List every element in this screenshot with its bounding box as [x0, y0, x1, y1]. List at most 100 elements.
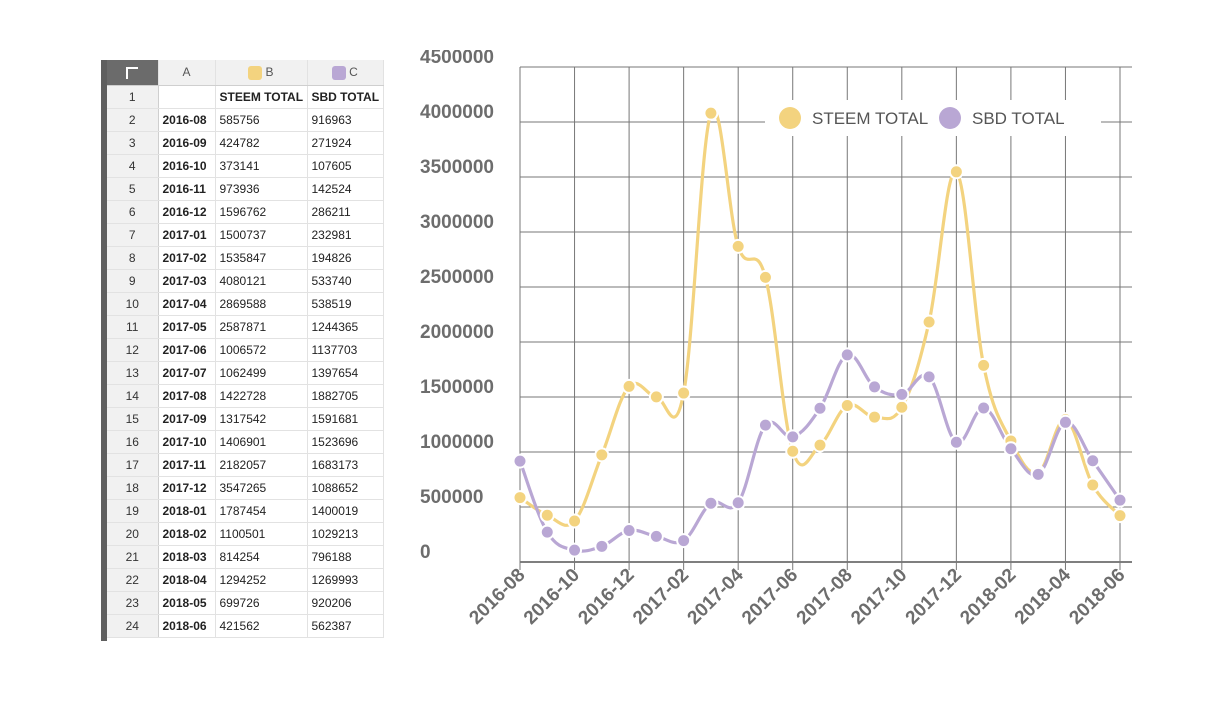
table-cell[interactable]: 2587871	[215, 315, 308, 339]
header-cell[interactable]	[158, 85, 216, 109]
table-cell[interactable]: 1006572	[215, 338, 308, 362]
table-cell[interactable]: 1029213	[307, 522, 384, 546]
table-cell[interactable]: 1137703	[307, 338, 384, 362]
row-header[interactable]: 20	[107, 522, 159, 546]
row-header[interactable]: 10	[107, 292, 159, 316]
table-cell[interactable]: 562387	[307, 614, 384, 638]
table-cell[interactable]: 142524	[307, 177, 384, 201]
table-cell[interactable]: 373141	[215, 154, 308, 178]
table-cell[interactable]: 533740	[307, 269, 384, 293]
row-header[interactable]: 2	[107, 108, 159, 132]
row-header[interactable]: 4	[107, 154, 159, 178]
row-header[interactable]: 23	[107, 591, 159, 615]
table-cell[interactable]: 2017-09	[158, 407, 216, 431]
row-header[interactable]: 6	[107, 200, 159, 224]
row-header[interactable]: 7	[107, 223, 159, 247]
table-cell[interactable]: 2016-09	[158, 131, 216, 155]
row-header[interactable]: 17	[107, 453, 159, 477]
table-cell[interactable]: 1422728	[215, 384, 308, 408]
row-header[interactable]: 15	[107, 407, 159, 431]
row-header[interactable]: 14	[107, 384, 159, 408]
table-cell[interactable]: 814254	[215, 545, 308, 569]
table-cell[interactable]: 916963	[307, 108, 384, 132]
table-cell[interactable]: 2016-08	[158, 108, 216, 132]
table-cell[interactable]: 107605	[307, 154, 384, 178]
row-header[interactable]: 9	[107, 269, 159, 293]
table-cell[interactable]: 1062499	[215, 361, 308, 385]
row-header[interactable]: 8	[107, 246, 159, 270]
table-cell[interactable]: 1294252	[215, 568, 308, 592]
table-cell[interactable]: 2017-06	[158, 338, 216, 362]
select-all-corner[interactable]	[107, 60, 159, 86]
row-header[interactable]: 21	[107, 545, 159, 569]
table-cell[interactable]: 2017-03	[158, 269, 216, 293]
table-cell[interactable]: 1269993	[307, 568, 384, 592]
table-cell[interactable]: 194826	[307, 246, 384, 270]
column-header-a[interactable]: A	[158, 60, 216, 86]
row-header[interactable]: 16	[107, 430, 159, 454]
table-cell[interactable]: 1100501	[215, 522, 308, 546]
table-cell[interactable]: 796188	[307, 545, 384, 569]
table-cell[interactable]: 1317542	[215, 407, 308, 431]
table-cell[interactable]: 538519	[307, 292, 384, 316]
row-header[interactable]: 5	[107, 177, 159, 201]
table-cell[interactable]: 699726	[215, 591, 308, 615]
table-cell[interactable]: 2017-05	[158, 315, 216, 339]
table-cell[interactable]: 1535847	[215, 246, 308, 270]
row-header[interactable]: 3	[107, 131, 159, 155]
table-cell[interactable]: 286211	[307, 200, 384, 224]
row-header[interactable]: 12	[107, 338, 159, 362]
row-header[interactable]: 24	[107, 614, 159, 638]
row-header[interactable]: 22	[107, 568, 159, 592]
row-header[interactable]: 19	[107, 499, 159, 523]
table-cell[interactable]: 1683173	[307, 453, 384, 477]
row-header[interactable]: 18	[107, 476, 159, 500]
table-cell[interactable]: 2018-05	[158, 591, 216, 615]
table-cell[interactable]: 920206	[307, 591, 384, 615]
table-cell[interactable]: 2017-11	[158, 453, 216, 477]
table-cell[interactable]: 2017-04	[158, 292, 216, 316]
table-cell[interactable]: 1591681	[307, 407, 384, 431]
table-cell[interactable]: 2182057	[215, 453, 308, 477]
table-cell[interactable]: 2017-08	[158, 384, 216, 408]
header-cell[interactable]: STEEM TOTAL	[215, 85, 308, 109]
table-cell[interactable]: 2017-12	[158, 476, 216, 500]
table-cell[interactable]: 2018-02	[158, 522, 216, 546]
table-cell[interactable]: 973936	[215, 177, 308, 201]
table-cell[interactable]: 3547265	[215, 476, 308, 500]
table-cell[interactable]: 424782	[215, 131, 308, 155]
column-header-c[interactable]: C	[307, 60, 384, 86]
table-cell[interactable]: 2869588	[215, 292, 308, 316]
table-cell[interactable]: 232981	[307, 223, 384, 247]
table-cell[interactable]: 1400019	[307, 499, 384, 523]
row-header[interactable]: 1	[107, 85, 159, 109]
table-cell[interactable]: 2017-10	[158, 430, 216, 454]
table-cell[interactable]: 1500737	[215, 223, 308, 247]
table-cell[interactable]: 2016-12	[158, 200, 216, 224]
table-cell[interactable]: 2016-10	[158, 154, 216, 178]
table-cell[interactable]: 2017-07	[158, 361, 216, 385]
table-cell[interactable]: 1244365	[307, 315, 384, 339]
row-header[interactable]: 13	[107, 361, 159, 385]
table-cell[interactable]: 2017-01	[158, 223, 216, 247]
table-cell[interactable]: 1088652	[307, 476, 384, 500]
table-cell[interactable]: 2018-04	[158, 568, 216, 592]
table-cell[interactable]: 2016-11	[158, 177, 216, 201]
table-cell[interactable]: 1406901	[215, 430, 308, 454]
header-cell[interactable]: SBD TOTAL	[307, 85, 384, 109]
row-header[interactable]: 11	[107, 315, 159, 339]
table-cell[interactable]: 585756	[215, 108, 308, 132]
table-cell[interactable]: 2018-06	[158, 614, 216, 638]
table-cell[interactable]: 1596762	[215, 200, 308, 224]
table-cell[interactable]: 1523696	[307, 430, 384, 454]
table-cell[interactable]: 2018-01	[158, 499, 216, 523]
table-cell[interactable]: 4080121	[215, 269, 308, 293]
table-cell[interactable]: 1882705	[307, 384, 384, 408]
column-header-b[interactable]: B	[215, 60, 308, 86]
table-cell[interactable]: 2017-02	[158, 246, 216, 270]
table-cell[interactable]: 2018-03	[158, 545, 216, 569]
table-cell[interactable]: 1397654	[307, 361, 384, 385]
table-cell[interactable]: 421562	[215, 614, 308, 638]
table-cell[interactable]: 271924	[307, 131, 384, 155]
table-cell[interactable]: 1787454	[215, 499, 308, 523]
